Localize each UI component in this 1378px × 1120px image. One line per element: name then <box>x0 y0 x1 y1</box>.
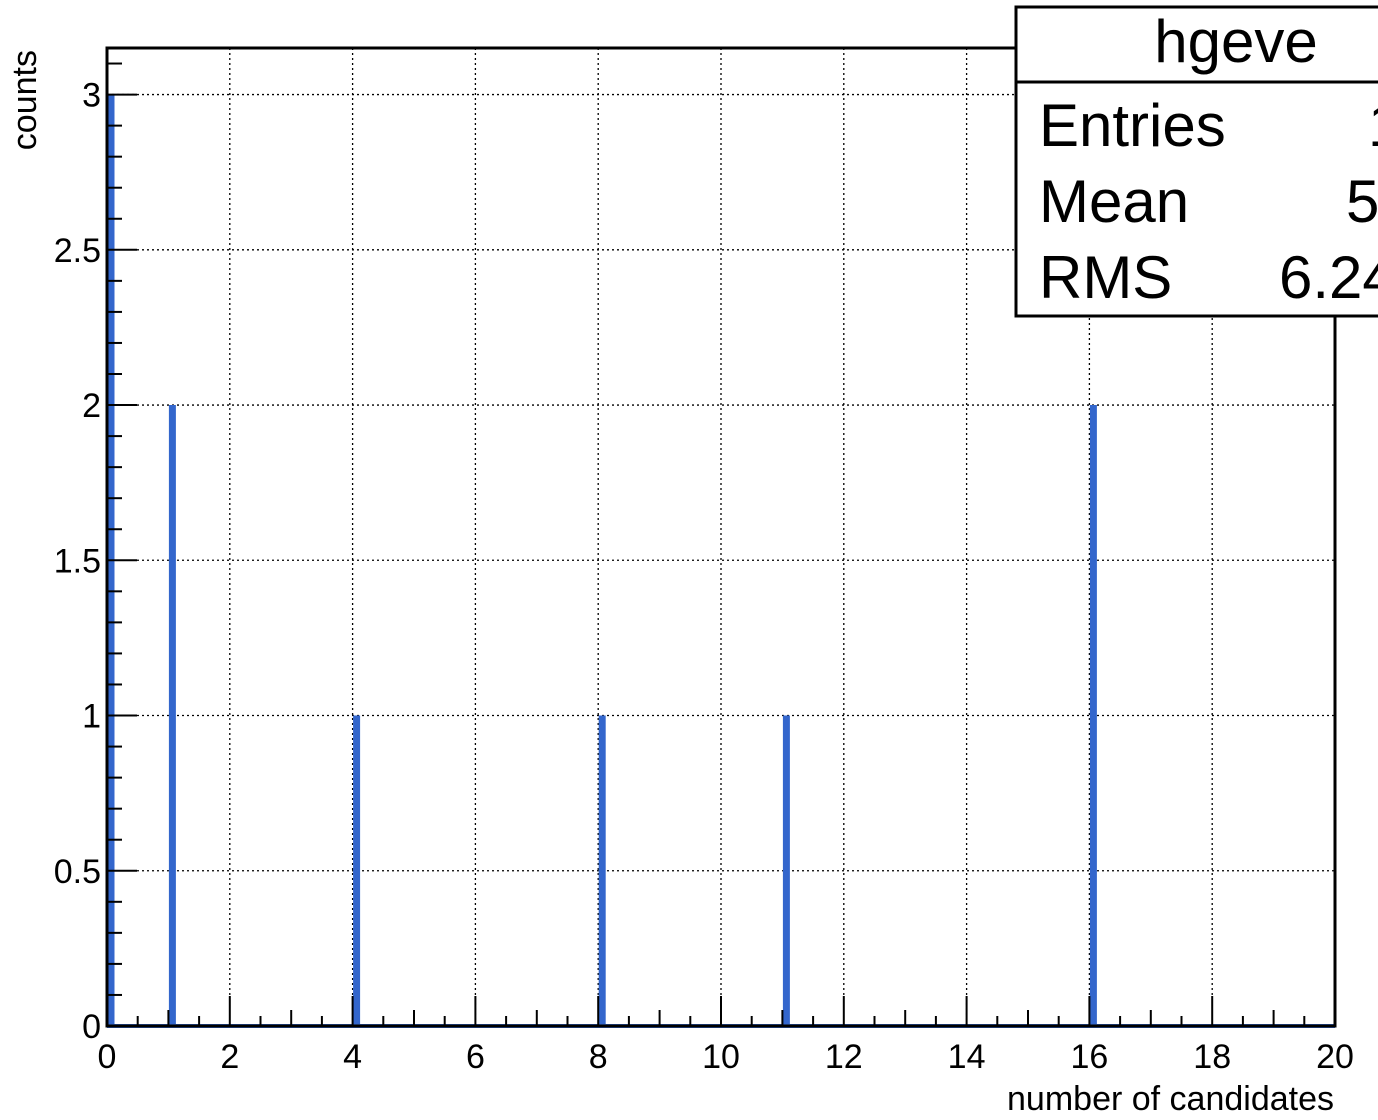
tick-labels: 0 2 4 6 8 10 12 14 16 18 20 0 0.5 1 1.5 2 2.5 3 <box>54 77 1354 1076</box>
x-tick-label: 16 <box>1070 1038 1108 1076</box>
stats-rms-value: 6.24 <box>1279 244 1378 311</box>
y-tick-label: 2 <box>82 387 101 425</box>
x-tick-label: 8 <box>589 1038 608 1076</box>
x-tick-label: 14 <box>948 1038 986 1076</box>
stats-box: hgeve Entries 1 Mean 5 RMS 6.24 <box>1014 5 1378 318</box>
x-tick-label: 12 <box>825 1038 863 1076</box>
stats-box-title: hgeve <box>1154 8 1317 75</box>
axis-ticks <box>106 62 1336 1027</box>
stats-box-frame <box>1014 5 1378 318</box>
y-axis-title: counts <box>6 50 44 150</box>
x-tick-label: 4 <box>343 1038 362 1076</box>
x-tick-label: 18 <box>1193 1038 1231 1076</box>
x-tick-label: 20 <box>1316 1038 1354 1076</box>
y-tick-label: 1.5 <box>54 542 101 580</box>
y-tick-label: 2.5 <box>54 232 101 270</box>
grid-lines <box>107 48 1335 1026</box>
y-tick-label: 3 <box>82 77 101 115</box>
x-axis-title: number of candidates <box>1007 1080 1334 1118</box>
y-tick-label: 0 <box>82 1008 101 1046</box>
stats-entries-label: Entries <box>1039 92 1226 159</box>
stats-mean-label: Mean <box>1039 168 1189 235</box>
x-tick-label: 0 <box>98 1038 117 1076</box>
stats-mean-value: 5 <box>1346 168 1378 235</box>
x-tick-label: 10 <box>702 1038 740 1076</box>
y-tick-label: 0.5 <box>54 853 101 891</box>
x-tick-label: 6 <box>466 1038 485 1076</box>
x-tick-label: 2 <box>220 1038 239 1076</box>
y-tick-label: 1 <box>82 698 101 736</box>
stats-entries-value: 1 <box>1368 92 1378 159</box>
stats-rms-label: RMS <box>1039 244 1172 311</box>
